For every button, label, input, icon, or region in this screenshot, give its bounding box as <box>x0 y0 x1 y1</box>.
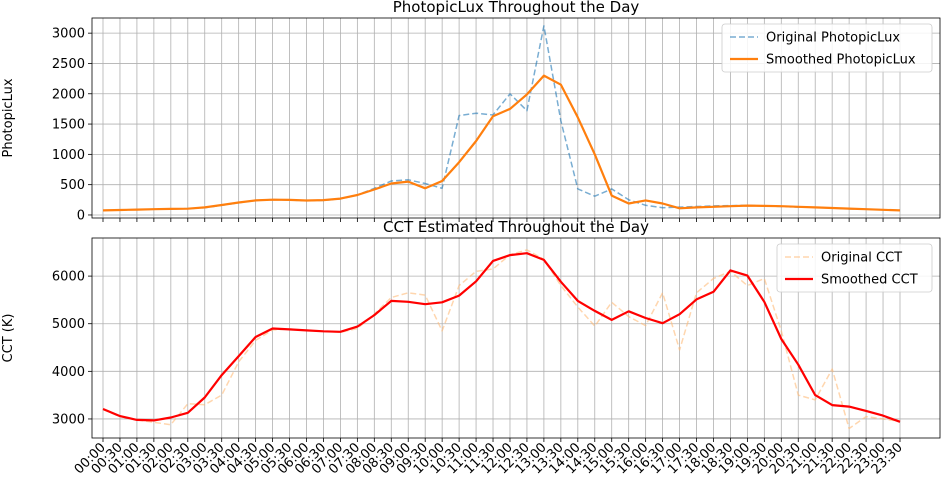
y-tick-label: 2500 <box>52 57 85 72</box>
y-axis-label: PhotopicLux <box>1 78 16 157</box>
y-axis-label: CCT (K) <box>1 314 16 363</box>
series-line-1 <box>102 252 901 423</box>
legend-box <box>721 23 933 73</box>
y-tick-label: 500 <box>60 178 85 193</box>
series-line-1 <box>102 74 901 212</box>
legend-label-0: Original CCT <box>821 251 902 266</box>
y-tick-label: 5000 <box>52 317 85 332</box>
legend-box <box>776 243 933 293</box>
y-tick-label: 3000 <box>52 27 85 42</box>
chart-title: PhotopicLux Throughout the Day <box>393 0 640 16</box>
plot-frame <box>91 237 941 439</box>
chart-title: CCT Estimated Throughout the Day <box>383 218 649 236</box>
y-tick-label: 6000 <box>52 270 85 285</box>
cct-chart: 00:0000:3001:0001:3002:0002:3003:0003:30… <box>1 218 941 477</box>
y-tick-label: 4000 <box>52 365 85 380</box>
legend-label-1: Smoothed CCT <box>821 273 918 288</box>
plot-frame <box>91 17 941 219</box>
legend-label-1: Smoothed PhotopicLux <box>766 53 916 68</box>
y-tick-label: 0 <box>77 208 85 223</box>
y-tick-label: 2000 <box>52 87 85 102</box>
photopiclux-chart: 0 500 1000 1500 2000 2500 3000 PhotopicLux Thro… <box>1 0 941 223</box>
series-line-0 <box>102 249 901 430</box>
y-tick-label: 1500 <box>52 118 85 133</box>
legend-label-0: Original PhotopicLux <box>766 31 900 46</box>
y-tick-label: 3000 <box>52 412 85 427</box>
y-tick-label: 1000 <box>52 148 85 163</box>
